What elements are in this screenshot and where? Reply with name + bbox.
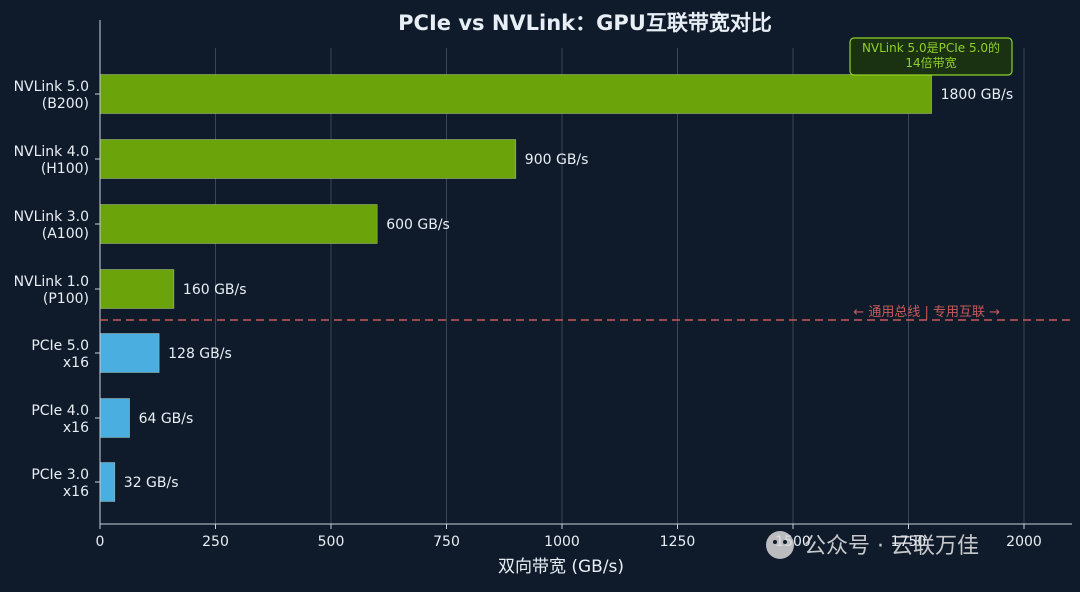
bar-value-label: 160 GB/s [183, 282, 247, 298]
annotation-line2: 14倍带宽 [905, 55, 956, 70]
x-axis-label: 双向带宽 (GB/s) [498, 557, 624, 577]
y-tick-sublabel: (P100) [43, 291, 89, 307]
bar [99, 139, 517, 179]
bars [99, 74, 932, 502]
y-tick-label: NVLink 3.0 [14, 209, 89, 225]
x-tick-label: 750 [433, 534, 460, 550]
x-tick-label: 1250 [660, 534, 696, 550]
bar-value-label: 64 GB/s [139, 411, 194, 427]
y-tick-label: PCIe 5.0 [31, 338, 89, 354]
bar [99, 204, 378, 244]
y-tick-sublabel: (H100) [41, 161, 89, 177]
y-tick-label: PCIe 4.0 [31, 403, 89, 419]
y-tick-sublabel: x16 [63, 484, 89, 500]
x-tick-label: 2000 [1006, 534, 1042, 550]
y-tick-label: NVLink 4.0 [14, 144, 89, 160]
y-tick-sublabel: (A100) [42, 226, 89, 242]
y-tick-sublabel: x16 [63, 355, 89, 371]
bar-value-label: 900 GB/s [525, 152, 589, 168]
labels: 1800 GB/s NVLink 5.0(B200) 900 GB/s NVLink … [14, 79, 1014, 500]
wechat-icon [766, 531, 794, 559]
x-tick-label: 250 [202, 534, 229, 550]
chart-title: PCIe vs NVLink：GPU互联带宽对比 [398, 11, 772, 35]
annotation-box: NVLink 5.0是PCIe 5.0的 14倍带宽 [849, 37, 1013, 76]
x-tick-label: 1000 [544, 534, 580, 550]
y-tick-label: PCIe 3.0 [31, 467, 89, 483]
y-tick-sublabel: (B200) [42, 96, 89, 112]
annotation-line1: NVLink 5.0是PCIe 5.0的 [862, 40, 1000, 55]
y-tick-label: NVLink 5.0 [14, 79, 89, 95]
x-tick-label: 500 [318, 534, 345, 550]
bar-value-label: 1800 GB/s [941, 87, 1014, 103]
bar [99, 74, 932, 114]
bar [99, 462, 116, 502]
bar [99, 269, 175, 309]
bar-value-label: 128 GB/s [168, 346, 232, 362]
bar [99, 333, 160, 373]
group-divider-label: ← 通用总线 | 专用互联 → [853, 305, 1000, 320]
watermark-text: 公众号 · 云联万佳 [804, 534, 979, 559]
watermark: 公众号 · 云联万佳 [766, 531, 979, 559]
y-tick-sublabel: x16 [63, 420, 89, 436]
bar [99, 398, 130, 438]
bar-value-label: 32 GB/s [124, 475, 179, 491]
x-tick-label: 1750 [891, 534, 927, 550]
y-tick-label: NVLink 1.0 [14, 274, 89, 290]
x-tick-label: 0 [96, 534, 105, 550]
bar-value-label: 600 GB/s [386, 217, 450, 233]
